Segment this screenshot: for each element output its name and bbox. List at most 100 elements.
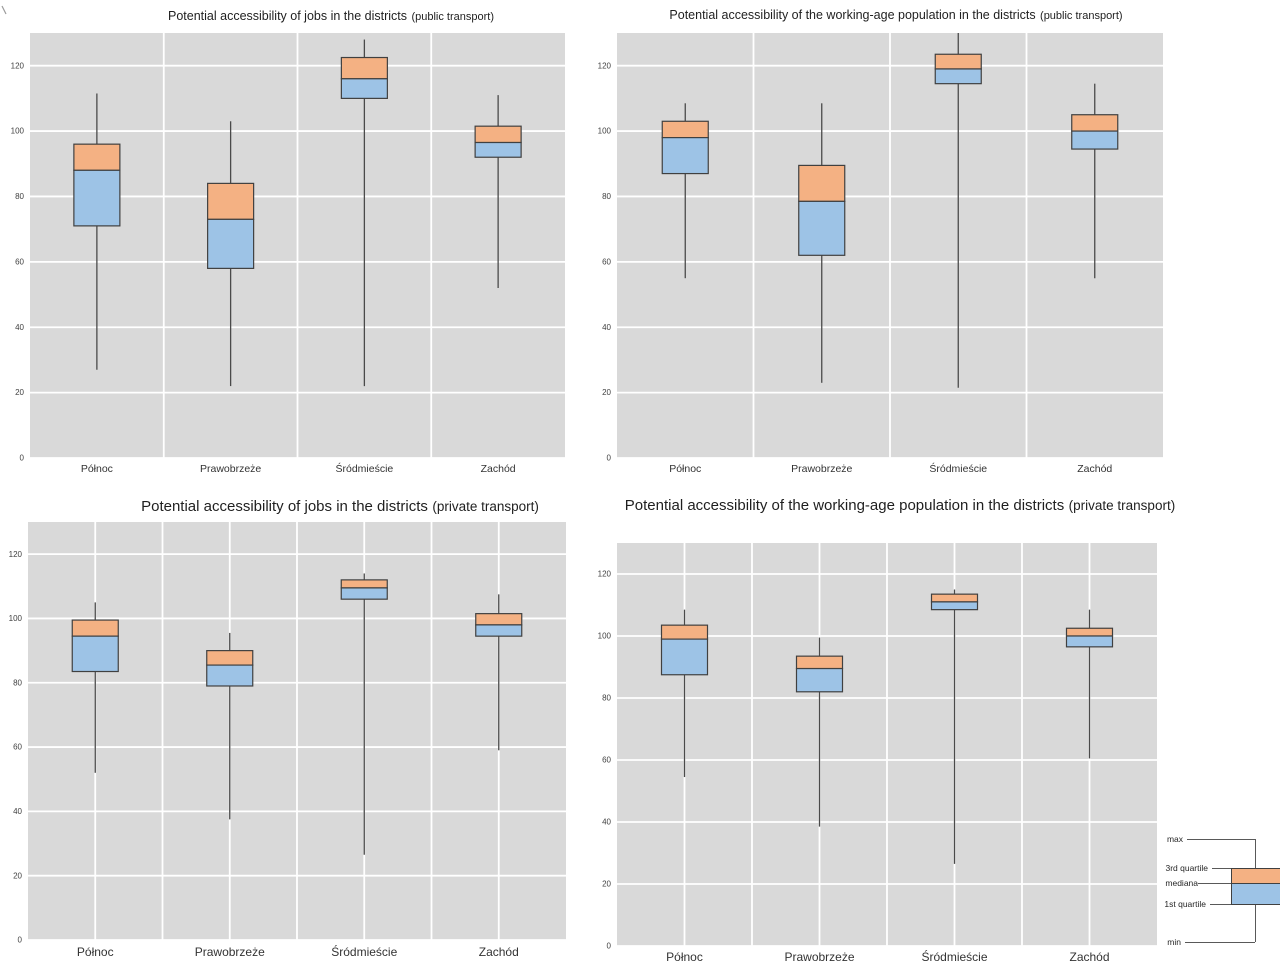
category-label-Zachód: Zachód [481,463,516,475]
category-label-Północ: Północ [669,463,701,475]
category-label-Prawobrzeże: Prawobrzeże [791,463,852,475]
category-label-Północ: Północ [77,945,114,959]
box-upper-quartile-Prawobrzeże [795,655,844,670]
category-label-Północ: Północ [81,463,113,475]
legend-leader-mediana [1198,883,1231,884]
box-lower-quartile-Śródmieście [340,587,388,600]
y-tick-label-60: 60 [602,756,611,765]
box-upper-quartile-Prawobrzeże [798,164,846,202]
legend-label-max: max [1166,834,1183,844]
y-tick-label-100: 100 [598,127,612,136]
category-label-Prawobrzeże: Prawobrzeże [200,463,261,475]
box-upper-quartile-Prawobrzeże [206,650,254,666]
category-label-Śródmieście: Śródmieście [335,462,393,475]
legend-upper-quartile-box [1231,868,1280,884]
box-upper-quartile-Północ [661,120,709,139]
y-tick-label-0: 0 [607,942,612,951]
category-label-Północ: Północ [666,950,703,964]
y-tick-label-40: 40 [602,818,611,827]
box-lower-quartile-Zachód [1065,635,1114,648]
box-lower-quartile-Zachód [474,141,522,158]
box-upper-quartile-Zachód [1065,627,1114,637]
y-tick-label-20: 20 [13,871,22,880]
chart-title-text: Potential accessibility of jobs in the d… [168,9,407,23]
chart-title-transport-mode: (public transport) [411,11,494,23]
box-upper-quartile-Północ [73,143,121,171]
y-tick-label-0: 0 [18,936,23,945]
legend-label-1st-quartile: 1st quartile [1164,899,1206,909]
legend-leader-min [1185,942,1255,943]
y-tick-label-120: 120 [598,61,612,70]
category-label-Prawobrzeże: Prawobrzeże [195,945,265,959]
box-upper-quartile-Śródmieście [340,56,388,80]
box-lower-quartile-Śródmieście [934,68,982,85]
y-tick-label-20: 20 [602,880,611,889]
y-tick-label-60: 60 [13,743,22,752]
legend-leader-max [1187,839,1255,840]
box-upper-quartile-Śródmieście [930,593,979,603]
box-lower-quartile-Północ [71,635,119,673]
box-upper-quartile-Zachód [474,125,522,144]
y-tick-label-120: 120 [11,61,25,70]
box-lower-quartile-Prawobrzeże [795,667,844,693]
y-tick-label-100: 100 [598,632,612,641]
box-upper-quartile-Śródmieście [340,579,388,589]
chart-title-population-private: Potential accessibility of the working-a… [590,497,1210,515]
box-upper-quartile-Północ [660,624,709,640]
y-tick-label-60: 60 [15,257,24,266]
category-label-Prawobrzeże: Prawobrzeże [784,950,854,964]
y-tick-label-0: 0 [607,454,612,463]
chart-title-text: Potential accessibility of the working-a… [624,497,1065,514]
legend-leader-min-label: min [1167,937,1181,947]
box-lower-quartile-Zachód [1071,130,1119,150]
box-lower-quartile-Zachód [475,624,523,637]
chart-title-text: Potential accessibility of the working-a… [669,8,1036,22]
chart-title-jobs-private: Potential accessibility of jobs in the d… [30,498,650,516]
chart-title-jobs-public: Potential accessibility of jobs in the d… [21,7,641,25]
legend-leader-3rd-quartile [1212,868,1231,869]
category-label-Zachód: Zachód [1077,463,1112,475]
y-tick-label-40: 40 [13,807,22,816]
box-lower-quartile-Północ [660,638,709,676]
chart-title-population-public: Potential accessibility of the working-a… [586,6,1206,24]
y-tick-label-20: 20 [15,388,24,397]
box-lower-quartile-Śródmieście [340,78,388,99]
y-tick-label-120: 120 [598,570,612,579]
legend-label-mediana: mediana [1165,878,1198,888]
category-label-Zachód: Zachód [1069,950,1109,964]
y-tick-label-40: 40 [602,323,611,332]
category-label-Śródmieście: Śródmieście [331,944,397,959]
y-tick-label-80: 80 [13,678,22,687]
box-lower-quartile-Prawobrzeże [206,664,254,687]
y-tick-label-100: 100 [9,614,23,623]
category-label-Śródmieście: Śródmieście [921,949,987,964]
y-tick-label-40: 40 [15,323,24,332]
box-lower-quartile-Północ [73,169,121,227]
legend-label-3rd-quartile: 3rd quartile [1165,863,1208,873]
box-upper-quartile-Północ [71,619,119,637]
y-tick-label-0: 0 [20,454,25,463]
box-upper-quartile-Zachód [1071,114,1119,132]
chart-title-transport-mode: (private transport) [1068,498,1176,513]
chart-title-transport-mode: (public transport) [1040,10,1123,22]
box-upper-quartile-Prawobrzeże [207,182,255,220]
y-tick-label-80: 80 [602,192,611,201]
y-tick-label-100: 100 [11,127,25,136]
legend-leader-1st-quartile [1210,904,1231,905]
box-lower-quartile-Północ [661,137,709,175]
box-lower-quartile-Prawobrzeże [207,218,255,269]
box-upper-quartile-Śródmieście [934,53,982,70]
y-tick-label-80: 80 [602,694,611,703]
y-tick-label-80: 80 [15,192,24,201]
box-lower-quartile-Śródmieście [930,601,979,611]
stray-mark [1,5,7,15]
box-upper-quartile-Zachód [475,613,523,626]
box-lower-quartile-Prawobrzeże [798,200,846,256]
chart-title-transport-mode: (private transport) [432,499,539,514]
category-label-Śródmieście: Śródmieście [929,462,987,475]
category-label-Zachód: Zachód [479,945,519,959]
y-tick-label-120: 120 [9,550,23,559]
y-tick-label-20: 20 [602,388,611,397]
